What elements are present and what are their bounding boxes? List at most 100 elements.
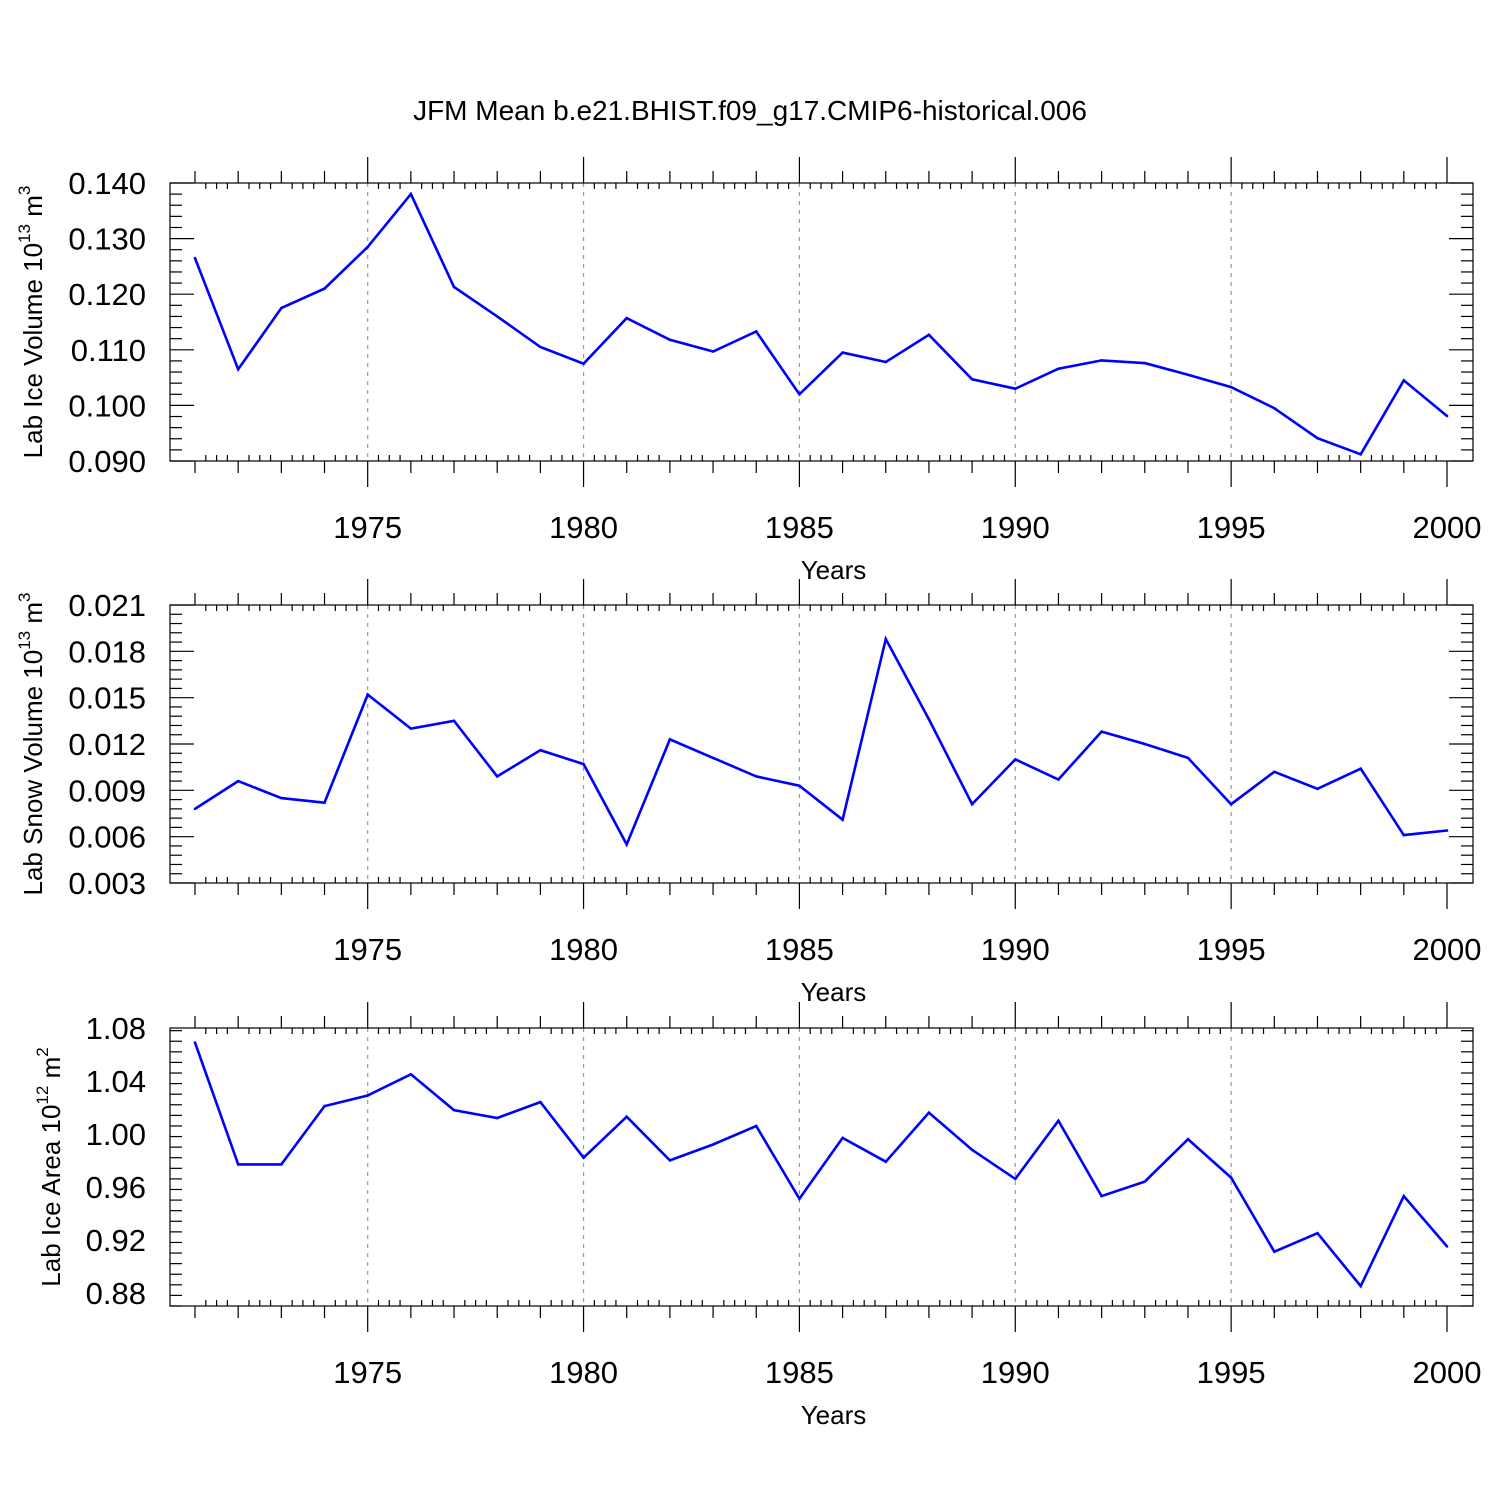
data-point-1971 — [193, 1041, 197, 1044]
y-tick-label: 0.021 — [68, 588, 146, 623]
x-tick-label: 1990 — [981, 510, 1050, 545]
data-point-1989 — [970, 1148, 974, 1152]
data-point-1973 — [280, 1163, 283, 1166]
data-point-1981 — [625, 843, 629, 846]
y-tick-label: 0.090 — [68, 444, 146, 479]
y-axis-label: Lab Snow Volume 1013 m3 — [15, 592, 48, 895]
y-tick-label: 0.140 — [68, 166, 146, 201]
data-point-1972 — [236, 779, 240, 783]
x-tick-label: 1980 — [549, 510, 618, 545]
y-axis-label: Lab Ice Volume 1013 m3 — [15, 186, 48, 459]
data-point-1978 — [495, 1116, 499, 1120]
data-point-1992 — [1100, 730, 1103, 733]
data-point-1976 — [409, 1073, 413, 1076]
data-point-1992 — [1100, 1194, 1103, 1198]
y-tick-label: 0.130 — [68, 222, 146, 257]
data-point-1995 — [1229, 802, 1233, 806]
y-tick-label: 0.92 — [86, 1223, 146, 1258]
data-point-2000 — [1445, 829, 1449, 832]
data-point-1985 — [798, 392, 801, 396]
data-point-1987 — [884, 637, 888, 641]
series-line-1 — [193, 1042, 1448, 1289]
data-point-1990 — [1013, 758, 1017, 761]
data-point-1996 — [1273, 1250, 1276, 1254]
data-point-1991 — [1057, 1119, 1060, 1122]
data-point-1979 — [539, 1100, 542, 1104]
x-tick-label: 2000 — [1413, 1355, 1482, 1390]
y-axis-label-text: Lab Ice Area 10 — [36, 1105, 66, 1287]
data-point-1980 — [582, 762, 585, 766]
x-tick-label: 1980 — [549, 932, 618, 967]
x-tick-label: 1975 — [333, 932, 402, 967]
data-point-1979 — [539, 345, 542, 349]
data-point-1975 — [366, 693, 369, 696]
data-point-2000 — [1445, 414, 1449, 418]
y-tick-label: 0.012 — [68, 727, 146, 762]
data-point-1986 — [841, 1136, 844, 1140]
data-point-1999 — [1402, 833, 1406, 837]
data-point-1973 — [280, 306, 283, 310]
x-tick-label: 1985 — [765, 1355, 834, 1390]
data-point-1980 — [582, 1156, 585, 1160]
data-point-1982 — [668, 338, 672, 342]
y-axis-label-unit-exponent: 3 — [15, 186, 34, 195]
x-axis-label: Years — [801, 977, 867, 1007]
data-point-1995 — [1229, 1176, 1233, 1179]
data-point-1987 — [884, 360, 888, 364]
data-point-1976 — [409, 727, 413, 730]
data-point-1972 — [236, 367, 240, 371]
y-tick-label: 1.04 — [86, 1064, 146, 1099]
data-point-1978 — [495, 775, 499, 778]
data-point-1986 — [841, 351, 844, 354]
data-point-1971 — [193, 256, 197, 260]
data-point-1984 — [754, 775, 758, 778]
data-point-1978 — [495, 315, 499, 318]
y-tick-label: 0.006 — [68, 820, 146, 855]
data-point-1999 — [1402, 379, 1406, 382]
data-point-1981 — [625, 316, 629, 320]
data-point-1975 — [366, 1094, 369, 1097]
data-point-1985 — [798, 1197, 801, 1201]
data-point-1976 — [409, 192, 413, 196]
data-point-1998 — [1359, 453, 1362, 456]
y-tick-label: 0.96 — [86, 1170, 146, 1205]
x-tick-label: 1990 — [981, 932, 1050, 967]
data-point-1988 — [927, 333, 931, 337]
data-point-1977 — [452, 1108, 456, 1112]
x-tick-label: 1990 — [981, 1355, 1050, 1390]
data-point-1993 — [1143, 361, 1147, 365]
y-axis-label-exponent: 12 — [33, 1086, 52, 1105]
data-point-1995 — [1229, 385, 1233, 389]
data-point-1982 — [668, 1159, 672, 1162]
y-tick-label: 1.00 — [86, 1117, 146, 1152]
y-tick-label: 0.88 — [86, 1276, 146, 1311]
series-line-1 — [193, 191, 1448, 456]
data-point-1980 — [582, 362, 585, 366]
data-point-1984 — [754, 330, 758, 333]
data-point-1994 — [1186, 756, 1190, 760]
x-tick-label: 1975 — [333, 1355, 402, 1390]
data-point-1996 — [1273, 406, 1276, 410]
data-point-1992 — [1100, 359, 1103, 362]
data-point-1998 — [1359, 767, 1362, 771]
data-point-1983 — [711, 756, 715, 760]
data-point-1987 — [884, 1160, 888, 1164]
x-axis-label: Years — [801, 1400, 867, 1430]
data-point-1990 — [1013, 1177, 1017, 1181]
data-point-1989 — [970, 377, 974, 381]
data-point-1974 — [323, 287, 326, 290]
y-axis-label-unit-exponent: 3 — [15, 592, 34, 601]
data-point-1990 — [1013, 387, 1017, 391]
data-point-1971 — [193, 807, 197, 811]
data-point-1977 — [452, 719, 456, 723]
data-point-1994 — [1186, 1137, 1190, 1141]
data-point-1997 — [1316, 787, 1319, 791]
y-axis-label-exponent: 13 — [15, 631, 34, 650]
y-axis-label-exponent: 13 — [15, 224, 34, 243]
data-point-1997 — [1316, 1231, 1319, 1235]
y-tick-label: 0.018 — [68, 634, 146, 669]
y-tick-label: 0.120 — [68, 277, 146, 312]
data-point-1982 — [668, 738, 672, 741]
